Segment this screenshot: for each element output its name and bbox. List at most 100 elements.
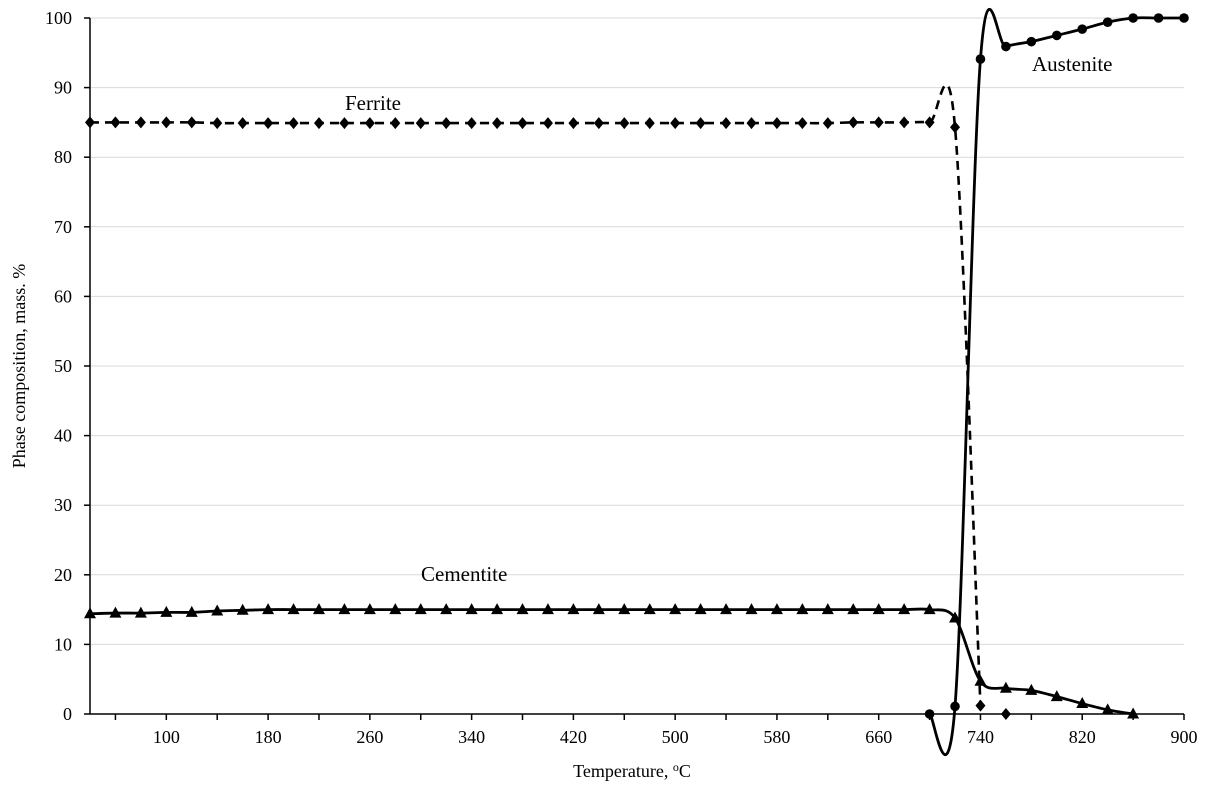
x-tick-label: 580 [763,727,790,747]
series-line-ferrite [90,83,982,706]
data-point-triangle [669,603,682,615]
data-point-triangle [516,603,529,615]
data-point-diamond [873,116,884,129]
data-point-triangle [796,603,809,615]
data-point-diamond [1000,708,1011,720]
data-point-diamond [822,117,833,130]
data-point-diamond [288,117,299,130]
data-point-triangle [745,603,758,615]
data-point-diamond [695,117,706,130]
data-point-triangle [847,603,860,615]
data-point-triangle [338,603,351,615]
x-axis-title: Temperature, oC [573,760,691,781]
data-point-diamond [364,117,375,130]
data-point-triangle [109,606,122,618]
y-tick-label: 30 [54,495,72,515]
data-point-triangle [440,603,453,615]
data-point-triangle [236,603,249,615]
x-tick-label: 260 [356,727,383,747]
y-tick-label: 10 [54,634,72,654]
data-point-diamond [263,117,274,130]
x-tick-label: 820 [1069,727,1096,747]
gridlines [90,17,1184,645]
data-point-circle [1179,13,1189,23]
data-point-diamond [466,117,477,130]
data-point-diamond [441,117,452,130]
x-tick-label: 420 [560,727,587,747]
data-point-diamond [950,121,961,134]
data-point-diamond [212,117,223,130]
data-point-diamond [415,117,426,130]
data-point-diamond [313,117,324,130]
data-point-diamond [644,117,655,130]
data-point-circle [1051,30,1062,41]
data-point-diamond [619,117,630,130]
data-point-triangle [363,603,376,615]
data-point-triangle [262,603,275,615]
data-point-diamond [186,116,197,129]
y-tick-label: 40 [54,426,72,446]
data-point-triangle [1050,690,1063,702]
x-tick-label: 100 [153,727,180,747]
y-tick-label: 90 [54,78,72,98]
data-point-triangle [720,603,733,615]
x-tick-label: 900 [1171,727,1198,747]
data-point-triangle [541,603,554,615]
data-point-circle [1001,41,1011,52]
y-tick-label: 0 [63,704,72,724]
data-point-diamond [924,116,935,129]
data-point-diamond [390,117,401,130]
data-point-diamond [771,117,782,130]
series-austenite [924,8,1189,757]
data-point-triangle [923,603,936,615]
data-point-diamond [848,116,859,129]
data-point-circle [1128,13,1138,23]
data-point-triangle [465,603,478,615]
data-point-diamond [237,117,248,130]
data-point-diamond [517,117,528,130]
tick-labels: 0 10 20 30 40 50 60 70 80 90 100 100 180 260 340 420 500… [45,8,1198,747]
series-label-austenite: Austenite [1032,52,1112,76]
series-ferrite [85,83,1011,720]
data-point-triangle [1076,697,1089,709]
data-point-diamond [492,117,503,130]
series-label-ferrite: Ferrite [345,91,401,115]
data-point-circle [924,709,935,719]
data-point-diamond [568,117,579,130]
data-point-diamond [593,117,604,130]
data-point-diamond [161,116,172,129]
data-point-diamond [797,117,808,130]
data-point-triangle [1101,703,1114,715]
data-point-diamond [975,699,986,712]
x-tick-label: 180 [255,727,282,747]
data-point-diamond [899,116,910,129]
data-point-diamond [746,117,757,130]
y-axis-title: Phase composition, mass. % [9,264,29,469]
data-point-triangle [618,603,631,615]
data-point-triangle [389,603,402,615]
data-point-triangle [160,605,173,617]
data-point-diamond [542,117,553,130]
y-tick-label: 60 [54,286,72,306]
data-point-diamond [339,117,350,130]
y-tick-label: 100 [45,8,72,28]
data-point-triangle [592,603,605,615]
data-point-triangle [770,603,783,615]
data-point-diamond [135,116,146,129]
data-point-triangle [312,603,325,615]
data-point-circle [1153,13,1164,23]
series-line-austenite [928,8,1184,757]
data-point-circle [1026,36,1037,47]
data-point-triangle [643,603,656,615]
data-point-triangle [567,603,580,615]
y-tick-label: 20 [54,565,72,585]
x-axis-title-unit: C [679,761,691,781]
x-tick-label: 340 [458,727,485,747]
data-point-circle [975,54,986,64]
data-point-triangle [414,603,427,615]
data-point-triangle [491,603,504,615]
x-axis-title-text: Temperature, [573,761,673,781]
data-point-triangle [999,681,1012,693]
data-point-triangle [185,605,198,617]
